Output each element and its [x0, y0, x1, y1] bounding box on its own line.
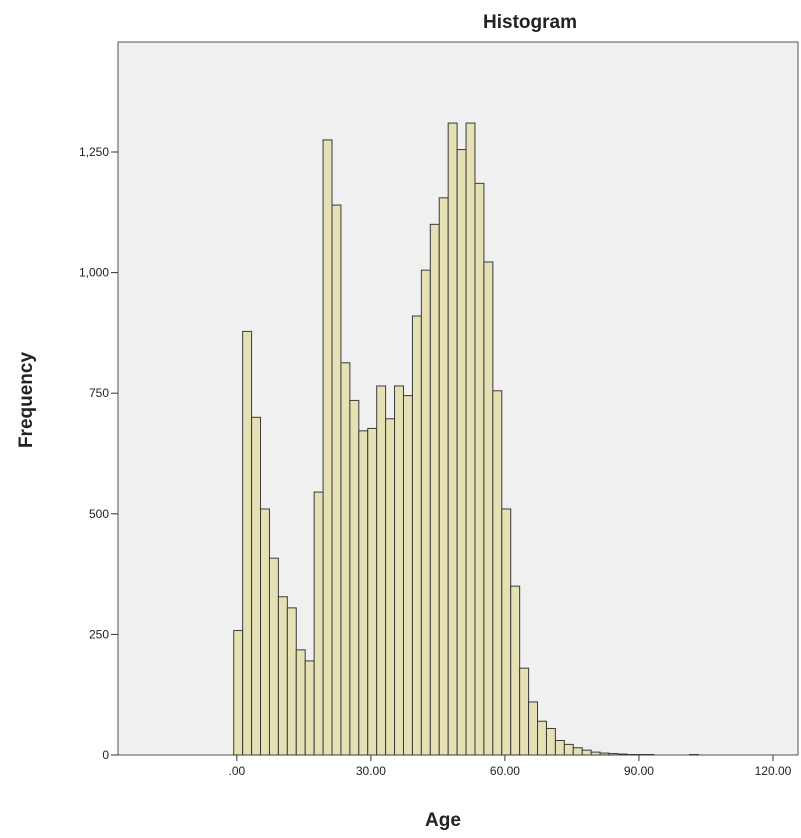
x-tick-label: 60.00 [490, 764, 520, 778]
bar [492, 390, 503, 756]
x-tick-label: 30.00 [356, 764, 386, 778]
y-tick-label: 1,250 [79, 145, 109, 159]
bar [608, 753, 619, 756]
bar [572, 747, 583, 756]
bar [411, 315, 422, 756]
bar [474, 182, 485, 756]
y-tick-label: 750 [89, 386, 109, 400]
chart-title: Histogram [483, 12, 577, 33]
bar [358, 430, 369, 756]
bar [483, 261, 494, 756]
bar [340, 362, 351, 756]
bar [304, 660, 315, 756]
bar [394, 385, 404, 756]
bar [528, 701, 539, 756]
bar [510, 585, 521, 756]
bar [260, 508, 270, 756]
bar [331, 204, 342, 756]
bar [251, 416, 262, 756]
bar [599, 752, 610, 756]
y-tick-label: 1,000 [79, 266, 109, 280]
bar [295, 649, 306, 756]
bar [438, 197, 449, 756]
bar [501, 508, 512, 756]
bar [465, 122, 476, 756]
y-tick-label: 250 [89, 627, 109, 641]
x-tick-label: 90.00 [624, 764, 654, 778]
y-tick-label: 500 [89, 507, 109, 521]
bar [385, 418, 396, 756]
bar [268, 557, 279, 756]
y-axis-label: Frequency [16, 352, 37, 449]
bar [286, 607, 297, 756]
bar [367, 427, 378, 756]
x-axis-label: Age [425, 810, 461, 831]
bar [447, 122, 458, 756]
bar [277, 596, 288, 756]
bar [554, 740, 565, 756]
bar [519, 667, 530, 756]
bar [402, 395, 413, 756]
bar [563, 743, 574, 756]
bar [545, 727, 556, 756]
bar [617, 753, 628, 756]
x-tick-label: .00 [228, 764, 245, 778]
bar [456, 149, 467, 756]
bar [590, 751, 601, 756]
bar [420, 269, 431, 756]
bar [537, 720, 547, 756]
bar [429, 223, 440, 756]
bar [233, 630, 244, 756]
x-tick-label: 120.00 [755, 764, 792, 778]
bar [242, 330, 253, 756]
bar [313, 491, 324, 756]
bar [349, 399, 360, 756]
bar [581, 749, 592, 756]
bar [322, 139, 333, 756]
bar [376, 385, 387, 756]
y-tick-label: 0 [102, 748, 109, 762]
